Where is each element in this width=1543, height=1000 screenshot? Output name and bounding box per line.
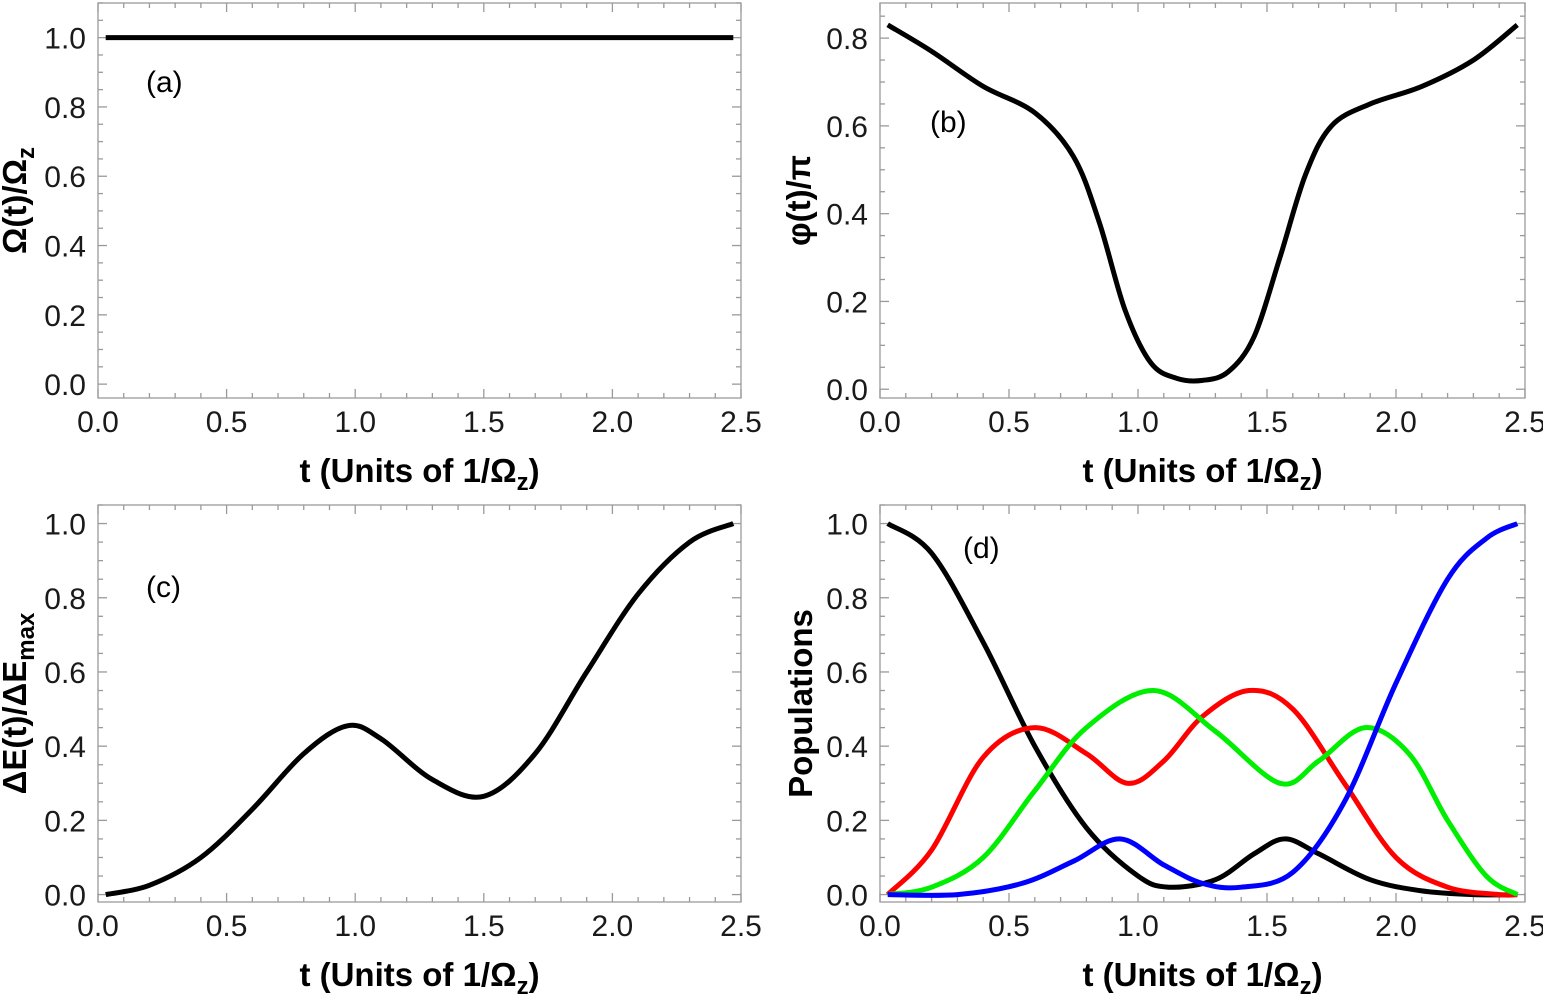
plot-frame-b [879,2,1526,399]
x-axis-label: t (Units of 1/Ωz) [299,956,539,1000]
y-tick-label: 0.2 [44,300,86,333]
x-tick-label: 0.0 [77,910,119,943]
y-tick-label: 0.0 [826,880,868,913]
x-tick-label: 2.0 [1375,910,1417,943]
panel-b: 0.0 0.5 1.0 1.5 2.0 2.5 0.0 0.2 0.4 0.6 0.8 t (Unit… [780,2,1543,496]
y-tick-label: 0.8 [826,23,868,56]
series-line-red [885,687,1518,898]
x-tick-label: 2.5 [1504,910,1543,943]
panel-c: 0.0 0.5 1.0 1.5 2.0 2.5 0.0 0.2 0.4 0.6 0.8 1.0 t (U… [0,504,762,1000]
x-tick-label: 0.0 [859,910,901,943]
y-axis-label: Populations [782,609,819,798]
y-tick-label: 0.2 [44,805,86,838]
y-tick-label: 1.0 [44,509,86,542]
plot-frame-c [97,504,742,903]
y-tick-label: 0.6 [826,111,868,144]
x-tick-label: 1.0 [334,406,376,439]
x-axis-label: t (Units of 1/Ωz) [299,452,539,496]
y-tick-label: 0.0 [44,880,86,913]
y-tick-label: 1.0 [44,23,86,56]
x-tick-label: 0.5 [988,910,1030,943]
series-line--t- [886,22,1519,384]
y-tick-label: 0.4 [44,231,86,264]
series-line-blue [887,521,1519,898]
x-tick-label: 1.5 [463,910,505,943]
y-tick-label: 0.2 [826,286,868,319]
x-tick-label: 1.5 [463,406,505,439]
panel-label: (d) [963,532,1000,565]
plot-frame-a [97,2,742,399]
panel-label: (b) [930,106,967,139]
y-tick-label: 0.0 [44,369,86,402]
y-tick-label: 0.8 [826,583,868,616]
x-tick-label: 0.0 [77,406,119,439]
series-line-green [887,687,1519,898]
x-tick-label: 1.0 [334,910,376,943]
y-axis-label: ΔE(t)/ΔEmax [0,612,40,794]
x-axis-label: t (Units of 1/Ωz) [1082,452,1322,496]
series-line--e-t-emax [105,521,735,898]
x-tick-label: 1.0 [1117,910,1159,943]
y-axis-label: φ(t)/π [780,155,817,246]
x-tick-label: 0.5 [988,406,1030,439]
y-tick-label: 0.6 [44,161,86,194]
plot-frame-d [879,504,1526,903]
x-tick-label: 2.0 [1375,406,1417,439]
x-tick-label: 2.0 [592,910,634,943]
y-tick-label: 0.4 [826,199,868,232]
x-tick-label: 2.5 [720,910,762,943]
x-tick-label: 2.0 [592,406,634,439]
y-tick-label: 0.6 [826,657,868,690]
y-tick-label: 0.8 [44,92,86,125]
x-axis-label: t (Units of 1/Ωz) [1082,956,1322,1000]
x-tick-label: 1.5 [1246,910,1288,943]
x-tick-label: 0.0 [859,406,901,439]
x-tick-label: 1.5 [1246,406,1288,439]
series-line-black [886,521,1518,898]
panel-d: 0.0 0.5 1.0 1.5 2.0 2.5 0.0 0.2 0.4 0.6 0.8 1.0 t (U… [782,504,1543,1000]
x-tick-label: 1.0 [1117,406,1159,439]
y-tick-label: 0.2 [826,805,868,838]
y-tick-label: 1.0 [826,509,868,542]
panel-a: 0.0 0.5 1.0 1.5 2.0 2.5 0.0 0.2 0.4 0.6 0.8 1.0 t (U… [0,2,762,496]
y-tick-label: 0.6 [44,657,86,690]
x-tick-label: 0.5 [206,406,248,439]
y-tick-label: 0.4 [44,731,86,764]
y-tick-label: 0.8 [44,583,86,616]
panel-label: (a) [146,66,183,99]
y-tick-label: 0.4 [826,731,868,764]
x-tick-label: 0.5 [206,910,248,943]
x-tick-label: 2.5 [1504,406,1543,439]
y-axis-label: Ω(t)/Ωz [0,147,40,254]
panel-label: (c) [146,571,181,604]
y-tick-label: 0.0 [826,374,868,407]
x-tick-label: 2.5 [720,406,762,439]
